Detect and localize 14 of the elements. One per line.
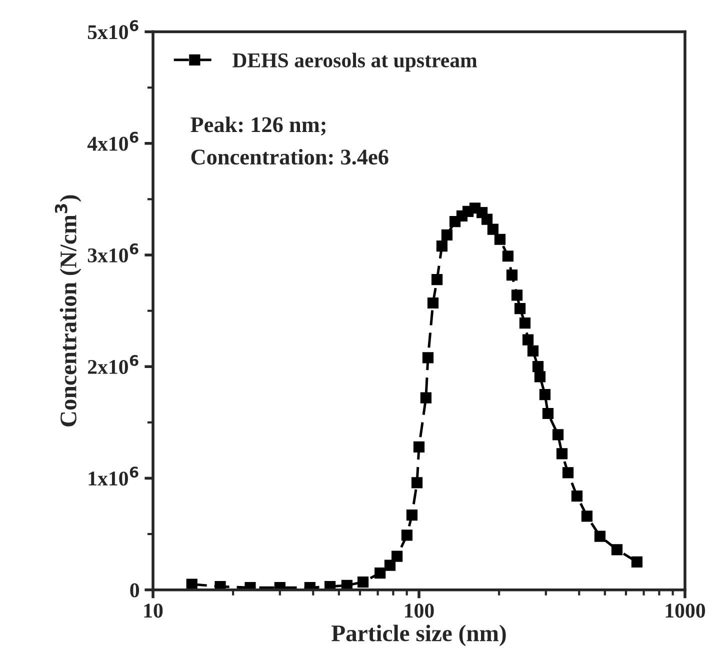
- y-tick-label: 1x10$^{6}$: [88, 466, 138, 486]
- x-tick-label: 100: [405, 604, 434, 618]
- legend-label: DEHS aerosols at upstream: [232, 52, 478, 72]
- y-tick-label: 4x10$^{6}$: [87, 132, 138, 151]
- x-axis-title: Particle size (nm): [332, 624, 506, 646]
- y-tick-label: 5x10$^{6}$: [88, 20, 138, 40]
- x-tick-label: 1000: [666, 604, 706, 618]
- annotation: Peak: 126 nm;: [190, 116, 326, 136]
- y-axis-title: Concentration (N/cm$^{3}$): [54, 195, 82, 426]
- x-tick-label: 10: [144, 604, 163, 618]
- annotation: Concentration: 3.4e6: [191, 148, 388, 165]
- y-tick-label: 2x10$^{6}$: [88, 355, 138, 374]
- y-tick-label: 0: [130, 583, 140, 598]
- y-tick-label: 3x10$^{6}$: [88, 243, 138, 262]
